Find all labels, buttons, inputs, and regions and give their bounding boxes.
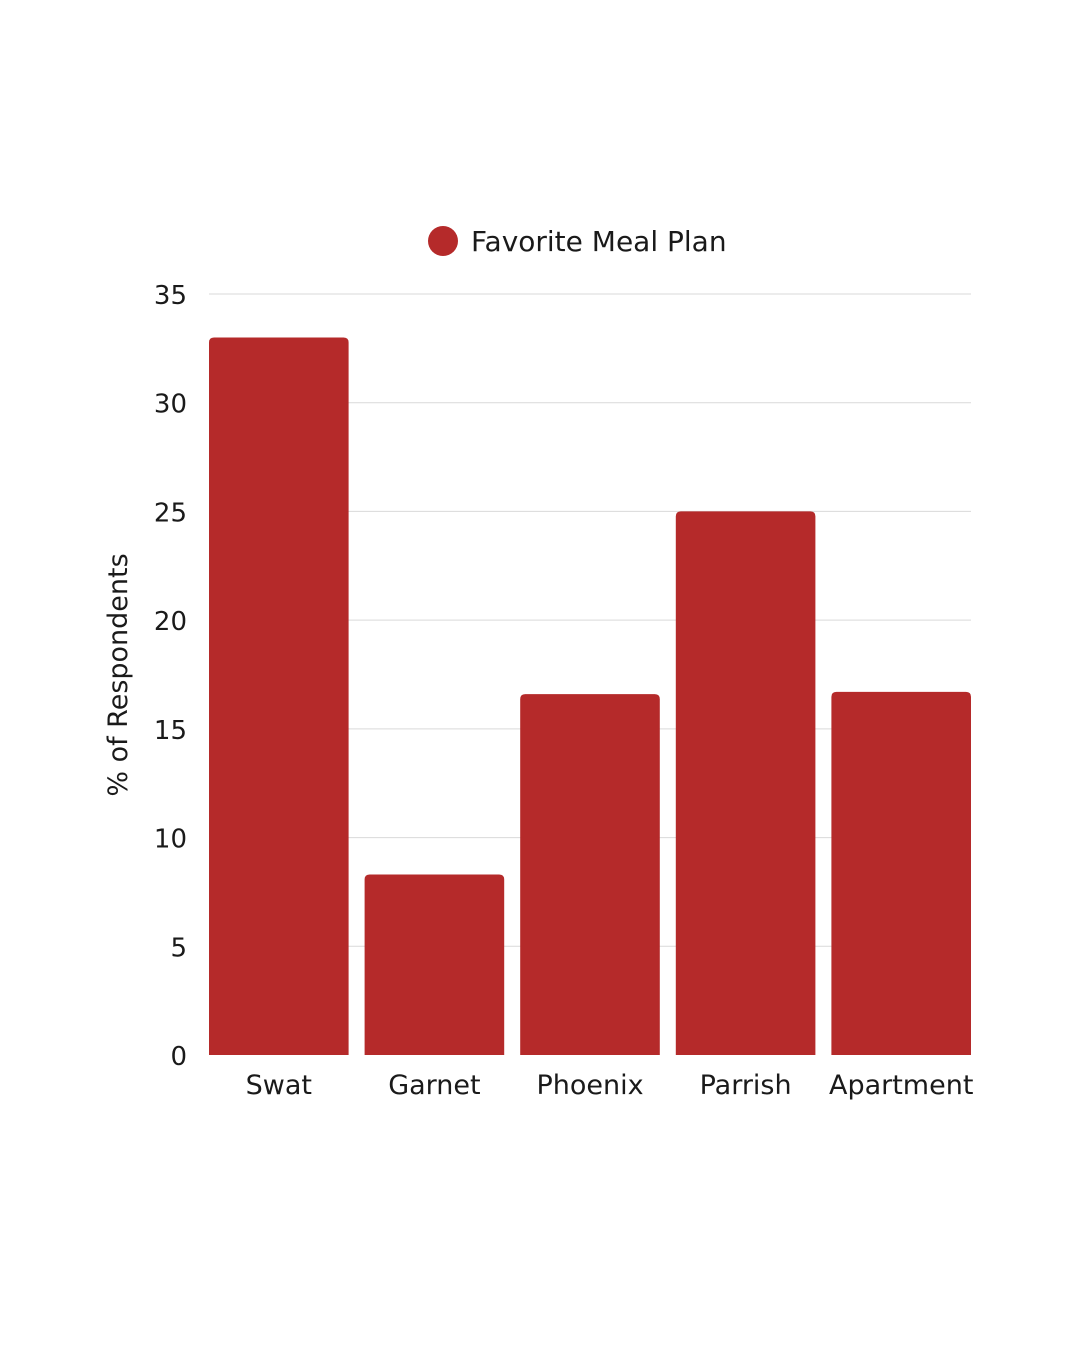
x-category-label: Swat <box>246 1070 312 1101</box>
y-tick-label: 20 <box>154 607 187 637</box>
legend: Favorite Meal Plan <box>428 225 727 258</box>
y-tick-label: 35 <box>154 281 187 311</box>
x-category-label: Parrish <box>700 1070 792 1101</box>
y-axis-ticks: 0 5 10 15 20 25 30 35 <box>154 281 187 1072</box>
x-category-label: Garnet <box>388 1070 480 1101</box>
x-axis-categories: Swat Garnet Phoenix Parrish Apartment <box>246 1070 974 1101</box>
x-category-label: Apartment <box>829 1070 973 1101</box>
y-tick-label: 5 <box>170 933 187 963</box>
legend-label: Favorite Meal Plan <box>471 225 727 258</box>
y-tick-label: 25 <box>154 498 187 528</box>
bars <box>209 337 971 1055</box>
y-tick-label: 0 <box>170 1042 187 1072</box>
bar-parrish <box>675 511 816 1055</box>
y-tick-label: 10 <box>154 825 187 855</box>
legend-swatch-favorite-meal-plan <box>428 226 458 256</box>
y-tick-label: 15 <box>154 716 187 746</box>
bar-phoenix <box>520 694 660 1055</box>
bar-garnet <box>364 874 505 1055</box>
y-axis-title: % of Respondents <box>103 553 134 796</box>
bar-swat <box>209 337 349 1055</box>
y-tick-label: 30 <box>154 390 187 420</box>
x-category-label: Phoenix <box>536 1070 643 1101</box>
bar-apartment <box>831 691 971 1055</box>
